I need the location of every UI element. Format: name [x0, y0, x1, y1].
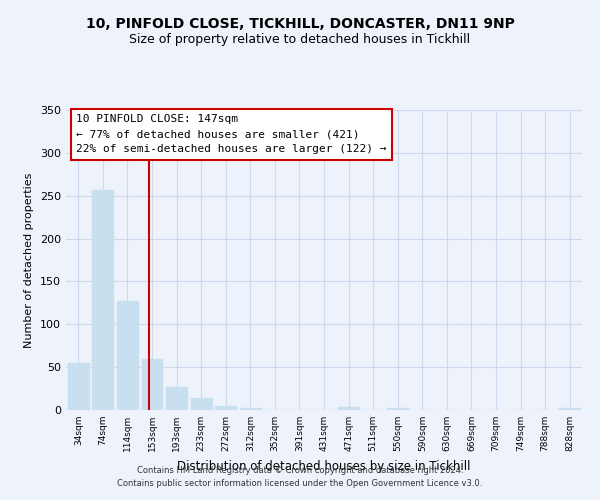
- Text: Contains HM Land Registry data © Crown copyright and database right 2024.
Contai: Contains HM Land Registry data © Crown c…: [118, 466, 482, 487]
- Bar: [387, 408, 408, 410]
- Bar: [559, 408, 580, 410]
- Bar: [338, 408, 359, 410]
- Text: 10, PINFOLD CLOSE, TICKHILL, DONCASTER, DN11 9NP: 10, PINFOLD CLOSE, TICKHILL, DONCASTER, …: [86, 18, 514, 32]
- Y-axis label: Number of detached properties: Number of detached properties: [25, 172, 34, 348]
- Bar: [117, 301, 138, 410]
- Bar: [240, 408, 261, 410]
- X-axis label: Distribution of detached houses by size in Tickhill: Distribution of detached houses by size …: [177, 460, 471, 472]
- Bar: [191, 398, 212, 410]
- Bar: [68, 363, 89, 410]
- Text: Size of property relative to detached houses in Tickhill: Size of property relative to detached ho…: [130, 32, 470, 46]
- Bar: [92, 190, 113, 410]
- Bar: [166, 387, 187, 410]
- Bar: [215, 406, 236, 410]
- Text: 10 PINFOLD CLOSE: 147sqm
← 77% of detached houses are smaller (421)
22% of semi-: 10 PINFOLD CLOSE: 147sqm ← 77% of detach…: [76, 114, 387, 154]
- Bar: [142, 360, 163, 410]
